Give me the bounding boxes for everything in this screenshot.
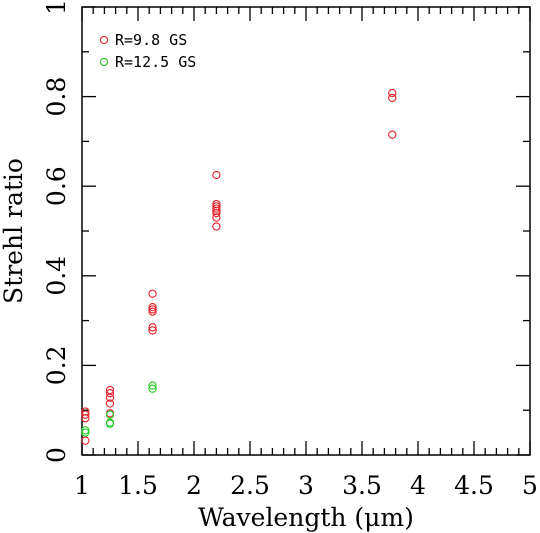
y-tick-label: 0.2 [42,346,71,386]
legend-label-r125: R=12.5 GS [115,53,196,71]
point-series-0 [212,204,221,213]
point-series-0 [388,88,397,98]
point-series-0 [212,208,221,218]
point-series-0 [148,307,157,316]
point-series-0 [148,289,157,298]
point-series-0 [388,130,397,139]
point-series-1 [81,428,90,437]
point-series-0 [81,414,90,423]
x-tick-label: 4.5 [454,471,494,500]
y-tick-label: 0 [42,447,71,463]
x-tick-label: 2 [186,471,202,500]
y-tick-label: 0.4 [42,256,71,296]
y-tick-label: 1 [42,0,71,15]
point-series-0 [148,326,157,335]
point-series-0 [81,410,90,419]
x-tick-label: 3.5 [342,471,382,500]
point-series-0 [81,436,90,445]
point-series-0 [212,213,221,222]
point-series-1 [105,410,115,419]
x-tick-label: 4 [410,471,426,500]
x-tick-label: 1.5 [118,471,158,500]
point-series-0 [212,170,221,180]
point-series-1 [148,381,157,390]
legend-label-r98: R=9.8 GS [115,31,187,49]
x-tick-label: 5 [522,471,538,500]
legend-marker-r98 [99,35,109,45]
x-tick-label: 1 [74,471,90,500]
point-series-0 [105,389,115,398]
plot-frame [81,6,531,456]
point-series-1 [105,419,115,428]
tick-labels: 1 1.5 2 2.5 3 3.5 4 4.5 5 0 0.2 0.4 0.6 0.8 1 [42,0,538,500]
x-axis-title: Wavelength (μm) [198,503,414,532]
x-tick-label: 2.5 [230,471,270,500]
legend-marker-r125 [99,57,109,67]
y-tick-label: 0.8 [42,77,71,117]
y-axis-title: Strehl ratio [0,158,28,304]
point-series-0 [388,93,397,103]
y-tick-label: 0.6 [42,166,71,206]
point-series-0 [212,222,221,231]
point-series-1 [148,384,157,393]
point-series-0 [148,323,157,332]
point-series-0 [105,393,115,402]
data-points [81,88,397,445]
x-tick-label: 3 [298,471,314,500]
point-series-0 [148,305,157,314]
point-series-0 [148,303,157,312]
point-series-0 [105,399,115,408]
point-series-1 [81,426,90,435]
legend: R=9.8 GS R=12.5 GS [99,31,196,71]
